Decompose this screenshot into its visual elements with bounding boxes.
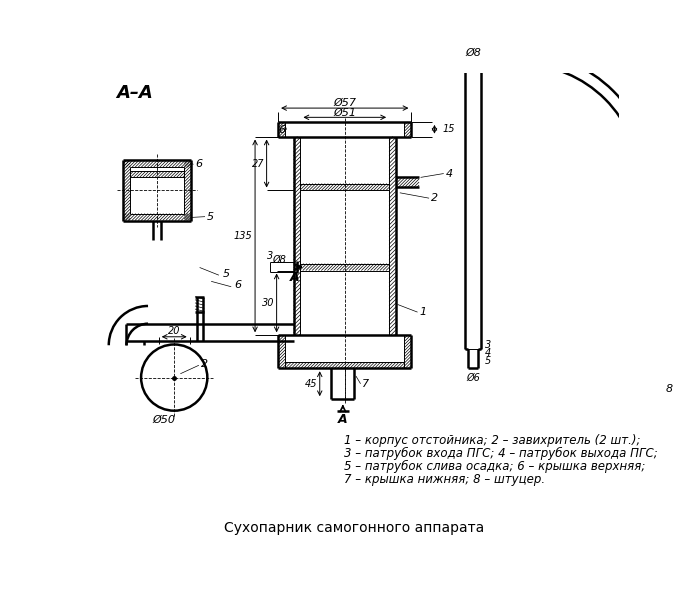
Text: 5: 5 xyxy=(206,212,214,222)
Text: 7: 7 xyxy=(362,379,369,389)
Text: A: A xyxy=(290,271,299,283)
Text: 4: 4 xyxy=(484,348,491,358)
Text: 3: 3 xyxy=(484,340,491,350)
Text: Сухопарник самогонного аппарата: Сухопарник самогонного аппарата xyxy=(224,521,484,535)
Text: Ø8: Ø8 xyxy=(273,255,286,264)
Text: 6: 6 xyxy=(195,159,202,170)
Text: Ø50: Ø50 xyxy=(152,415,176,425)
Text: 5: 5 xyxy=(484,356,491,365)
Text: 1: 1 xyxy=(419,307,426,317)
Text: 3: 3 xyxy=(267,251,274,261)
Text: 5: 5 xyxy=(223,269,230,278)
Text: Ø51: Ø51 xyxy=(333,108,356,118)
Text: 15: 15 xyxy=(442,124,455,134)
Text: A: A xyxy=(338,414,348,427)
Text: 2: 2 xyxy=(201,359,208,368)
Text: Ø57: Ø57 xyxy=(333,98,356,108)
Text: 6: 6 xyxy=(235,280,242,290)
Text: 4: 4 xyxy=(446,168,453,179)
Text: 20: 20 xyxy=(168,326,181,335)
Text: 8: 8 xyxy=(665,384,673,394)
Text: Ø8: Ø8 xyxy=(465,48,481,58)
Text: 135: 135 xyxy=(234,231,253,241)
Text: 30: 30 xyxy=(262,298,275,308)
Text: 7 – крышка нижняя; 8 – штуцер.: 7 – крышка нижняя; 8 – штуцер. xyxy=(344,474,546,487)
Text: 6: 6 xyxy=(279,125,286,135)
Text: А–А: А–А xyxy=(116,84,152,102)
Text: 5 – патрубок слива осадка; 6 – крышка верхняя;: 5 – патрубок слива осадка; 6 – крышка ве… xyxy=(344,460,646,474)
Text: Ø6: Ø6 xyxy=(466,373,480,382)
Text: 27: 27 xyxy=(252,159,264,168)
Text: 3 – патрубок входа ПГС; 4 – патрубок выхода ПГС;: 3 – патрубок входа ПГС; 4 – патрубок вых… xyxy=(344,447,658,460)
Text: 45: 45 xyxy=(305,379,317,389)
Text: 1 – корпус отстойника; 2 – завихритель (2 шт.);: 1 – корпус отстойника; 2 – завихритель (… xyxy=(344,435,641,447)
Text: 2: 2 xyxy=(431,193,437,203)
